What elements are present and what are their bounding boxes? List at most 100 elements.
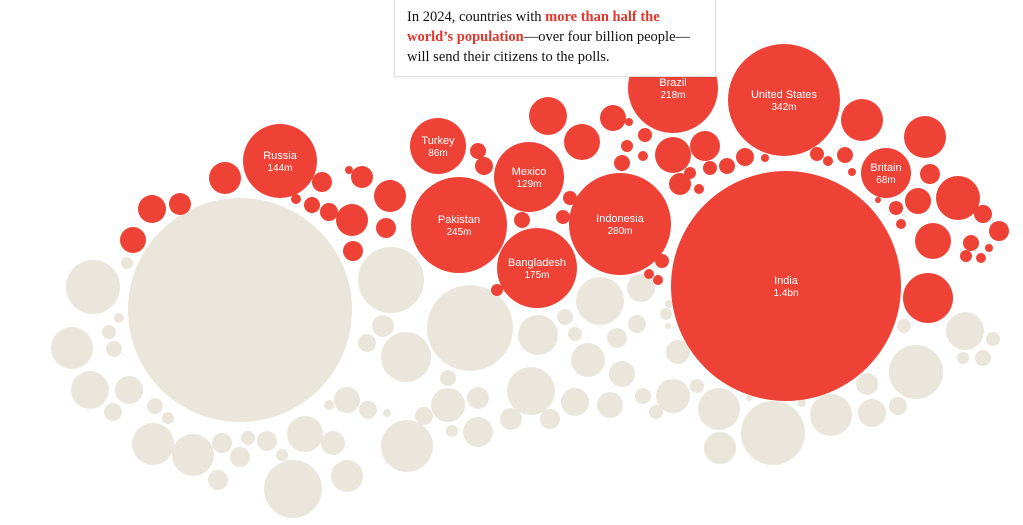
bubble-voting-country	[655, 137, 691, 173]
bubble-label-indonesia: Indonesia 280m	[596, 213, 645, 237]
bubble-voting-country	[960, 250, 972, 262]
bubble-other-country	[698, 388, 740, 430]
bubble-other-country	[381, 420, 433, 472]
bubble-other-country	[172, 434, 214, 476]
bubble-voting-country	[875, 197, 881, 203]
bubble-other-country	[383, 409, 391, 417]
bubble-other-country	[359, 401, 377, 419]
bubble-label-russia: Russia 144m	[263, 150, 298, 174]
bubble-other-country	[147, 398, 163, 414]
bubble-voting-country	[703, 161, 717, 175]
bubble-other-country	[415, 407, 433, 425]
bubble-other-country	[660, 308, 672, 320]
bubble-voting-country	[351, 166, 373, 188]
bubble-voting-country	[556, 210, 570, 224]
bubble-other-country	[276, 449, 288, 461]
bubble-voting-country	[841, 99, 883, 141]
bubble-other-country	[576, 277, 624, 325]
bubble-voting-country	[837, 147, 853, 163]
bubble-voting-country	[470, 143, 486, 159]
bubble-pakistan	[411, 177, 507, 273]
bubble-voting-country	[985, 244, 993, 252]
bubble-voting-country	[644, 269, 654, 279]
bubble-other-country	[106, 341, 122, 357]
bubble-voting-country	[669, 173, 691, 195]
bubble-other-country	[372, 315, 394, 337]
bubble-voting-country	[120, 227, 146, 253]
bubble-label-britain: Britain 68m	[870, 162, 901, 186]
bubble-other-country	[568, 327, 582, 341]
bubble-voting-country	[936, 176, 980, 220]
bubble-india	[671, 171, 901, 401]
bubble-russia	[243, 124, 317, 198]
bubble-other-country	[102, 325, 116, 339]
bubble-other-country	[71, 371, 109, 409]
annotation-box: In 2024, countries with more than half t…	[394, 0, 716, 77]
bubble-other-country	[690, 379, 704, 393]
bubble-indonesia	[569, 173, 671, 275]
bubble-other-country	[741, 401, 805, 465]
bubble-other-country	[104, 403, 122, 421]
bubble-other-country	[704, 432, 736, 464]
bubble-other-country	[208, 470, 228, 490]
bubble-other-country	[467, 387, 489, 409]
bubble-voting-country	[896, 219, 906, 229]
bubble-other-country	[957, 352, 969, 364]
bubble-voting-country	[848, 168, 856, 176]
bubble-voting-country	[343, 241, 363, 261]
bubble-voting-country	[304, 197, 320, 213]
bubble-other-country	[446, 425, 458, 437]
bubble-voting-country	[976, 253, 986, 263]
bubble-other-country	[666, 340, 690, 364]
bubble-other-country	[810, 394, 852, 436]
bubble-other-country	[597, 392, 623, 418]
bubble-voting-country	[336, 204, 368, 236]
bubble-turkey	[410, 118, 466, 174]
bubble-other-country	[571, 343, 605, 377]
bubble-other-country	[500, 408, 522, 430]
bubble-voting-country	[653, 275, 663, 285]
bubble-other-country	[858, 399, 886, 427]
bubble-voting-country	[138, 195, 166, 223]
bubble-other-country	[746, 395, 752, 401]
bubble-other-country	[975, 350, 991, 366]
bubble-other-country	[241, 431, 255, 445]
bubble-label-mexico: Mexico 129m	[512, 166, 547, 190]
bubble-label-india: India 1.4bn	[773, 275, 798, 299]
bubble-voting-country	[614, 155, 630, 171]
bubble-other-country	[440, 370, 456, 386]
bubble-voting-country	[621, 140, 633, 152]
bubble-other-country	[257, 431, 277, 451]
bubble-voting-country	[694, 184, 704, 194]
bubble-voting-country	[529, 97, 567, 135]
bubble-other-country	[561, 388, 589, 416]
annotation-text-suffix: —over four billion people—will send thei…	[407, 29, 691, 65]
bubble-other-country	[358, 247, 424, 313]
bubble-mexico	[494, 142, 564, 212]
bubble-united-states	[728, 44, 840, 156]
bubble-voting-country	[905, 188, 931, 214]
bubble-voting-country	[291, 194, 301, 204]
bubble-label-pakistan: Pakistan 245m	[438, 214, 480, 238]
bubble-other-country	[230, 447, 250, 467]
bubble-other-country	[115, 376, 143, 404]
bubble-other-country	[324, 400, 334, 410]
bubble-voting-country	[889, 201, 903, 215]
bubble-other-country	[66, 260, 120, 314]
bubble-other-country	[264, 460, 322, 518]
bubble-label-united-states: United States 342m	[751, 89, 818, 113]
bubble-voting-country	[312, 172, 332, 192]
bubble-voting-country	[719, 158, 735, 174]
bubble-voting-country	[374, 180, 406, 212]
bubble-voting-country	[625, 118, 633, 126]
bubble-voting-country	[736, 148, 754, 166]
bubble-other-country	[321, 431, 345, 455]
bubble-label-bangladesh: Bangladesh 175m	[508, 257, 566, 281]
bubble-other-country	[128, 198, 352, 422]
bubble-other-country	[856, 373, 878, 395]
bubble-voting-country	[963, 235, 979, 251]
bubble-other-country	[609, 361, 635, 387]
annotation-text-prefix: In 2024, countries with	[407, 9, 546, 25]
bubble-other-country	[518, 315, 558, 355]
